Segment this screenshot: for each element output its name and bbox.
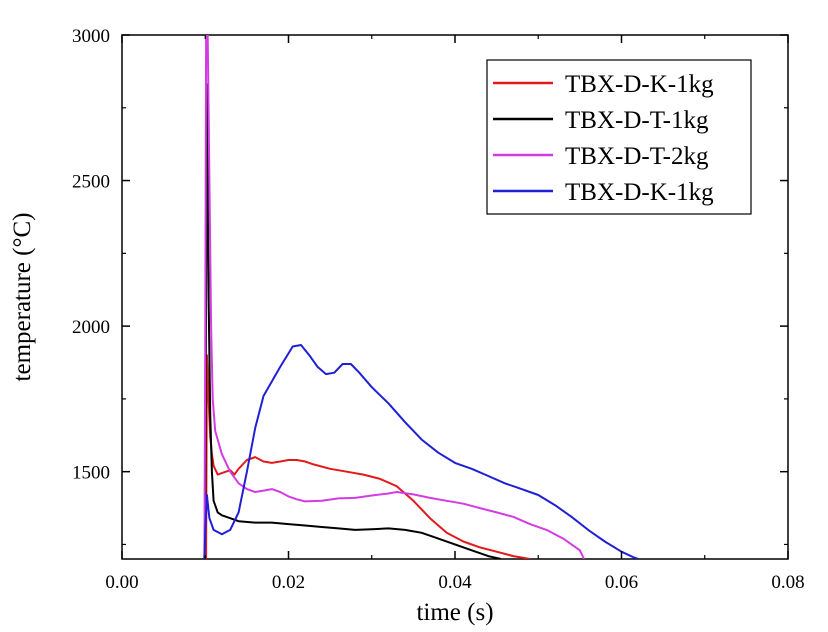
series-line-1 — [205, 354, 531, 559]
x-tick-label: 0.04 — [438, 572, 472, 593]
legend-label-1: TBX-D-K-1kg — [565, 71, 714, 98]
legend: TBX-D-K-1kg TBX-D-T-1kg TBX-D-T-2kg TBX-D-K… — [486, 59, 752, 215]
legend-label-4: TBX-D-K-1kg — [565, 179, 714, 206]
x-tick-label: 0.08 — [771, 572, 804, 593]
y-axis-title: temperature (°C) — [9, 213, 36, 382]
y-tick-label: 1500 — [72, 463, 110, 484]
x-tick-label: 0.02 — [272, 572, 305, 593]
x-axis-title: time (s) — [416, 599, 493, 626]
y-tick-label: 2500 — [72, 172, 110, 193]
y-tick-label: 3000 — [72, 26, 110, 47]
tick-labels: 0.00 0.02 0.04 0.06 0.08 1500 2000 2500 3000 — [72, 26, 805, 593]
legend-label-2: TBX-D-T-1kg — [565, 107, 709, 134]
series-line-3 — [203, 35, 585, 559]
series-line-4 — [203, 344, 639, 559]
legend-box — [486, 59, 752, 215]
x-tick-label: 0.00 — [105, 572, 138, 593]
series-line-2 — [203, 83, 502, 559]
series-lines — [203, 35, 639, 559]
x-tick-label: 0.06 — [605, 572, 638, 593]
legend-label-3: TBX-D-T-2kg — [565, 143, 709, 170]
y-tick-label: 2000 — [72, 317, 110, 338]
tick-marks — [121, 34, 789, 559]
